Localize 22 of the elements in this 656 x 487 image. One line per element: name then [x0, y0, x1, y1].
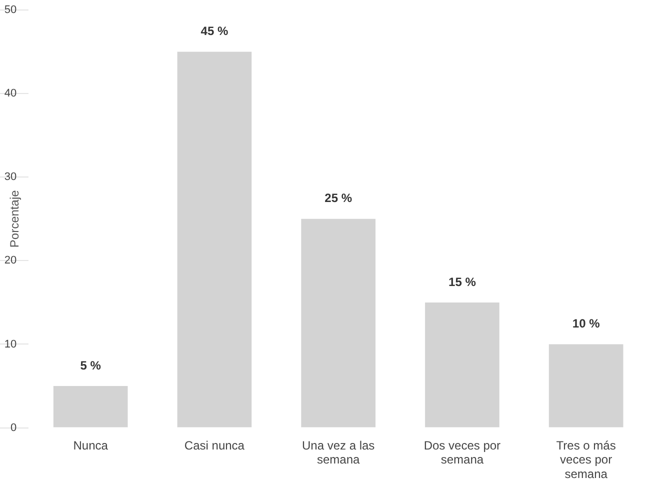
bar [548, 344, 624, 428]
x-tick-label: Nunca [73, 438, 108, 452]
data-label: 5 % [80, 358, 102, 372]
bar [301, 218, 376, 428]
data-label: 25 % [324, 191, 352, 206]
y-tick-label: 40 [4, 88, 17, 100]
y-tick-label: 30 [4, 171, 17, 184]
data-label: 15 % [448, 274, 476, 289]
data-label: 45 % [200, 24, 228, 38]
y-tick-label: 20 [4, 254, 17, 267]
bar [53, 386, 128, 428]
x-tick-label: Tres o más veces por semana [556, 438, 616, 482]
y-tick-label: 10 [4, 338, 17, 350]
x-tick-label: Casi nunca [184, 438, 245, 452]
y-tick-label: 0 [10, 422, 17, 434]
x-tick-label: Una vez a las semana [302, 438, 375, 467]
bar [425, 302, 500, 428]
bar [177, 52, 252, 428]
y-tick-label: 50 [4, 4, 17, 16]
data-label: 10 % [572, 316, 600, 331]
x-tick-label: Dos veces por semana [424, 438, 501, 467]
y-axis-title: Porcentaje [8, 190, 22, 248]
